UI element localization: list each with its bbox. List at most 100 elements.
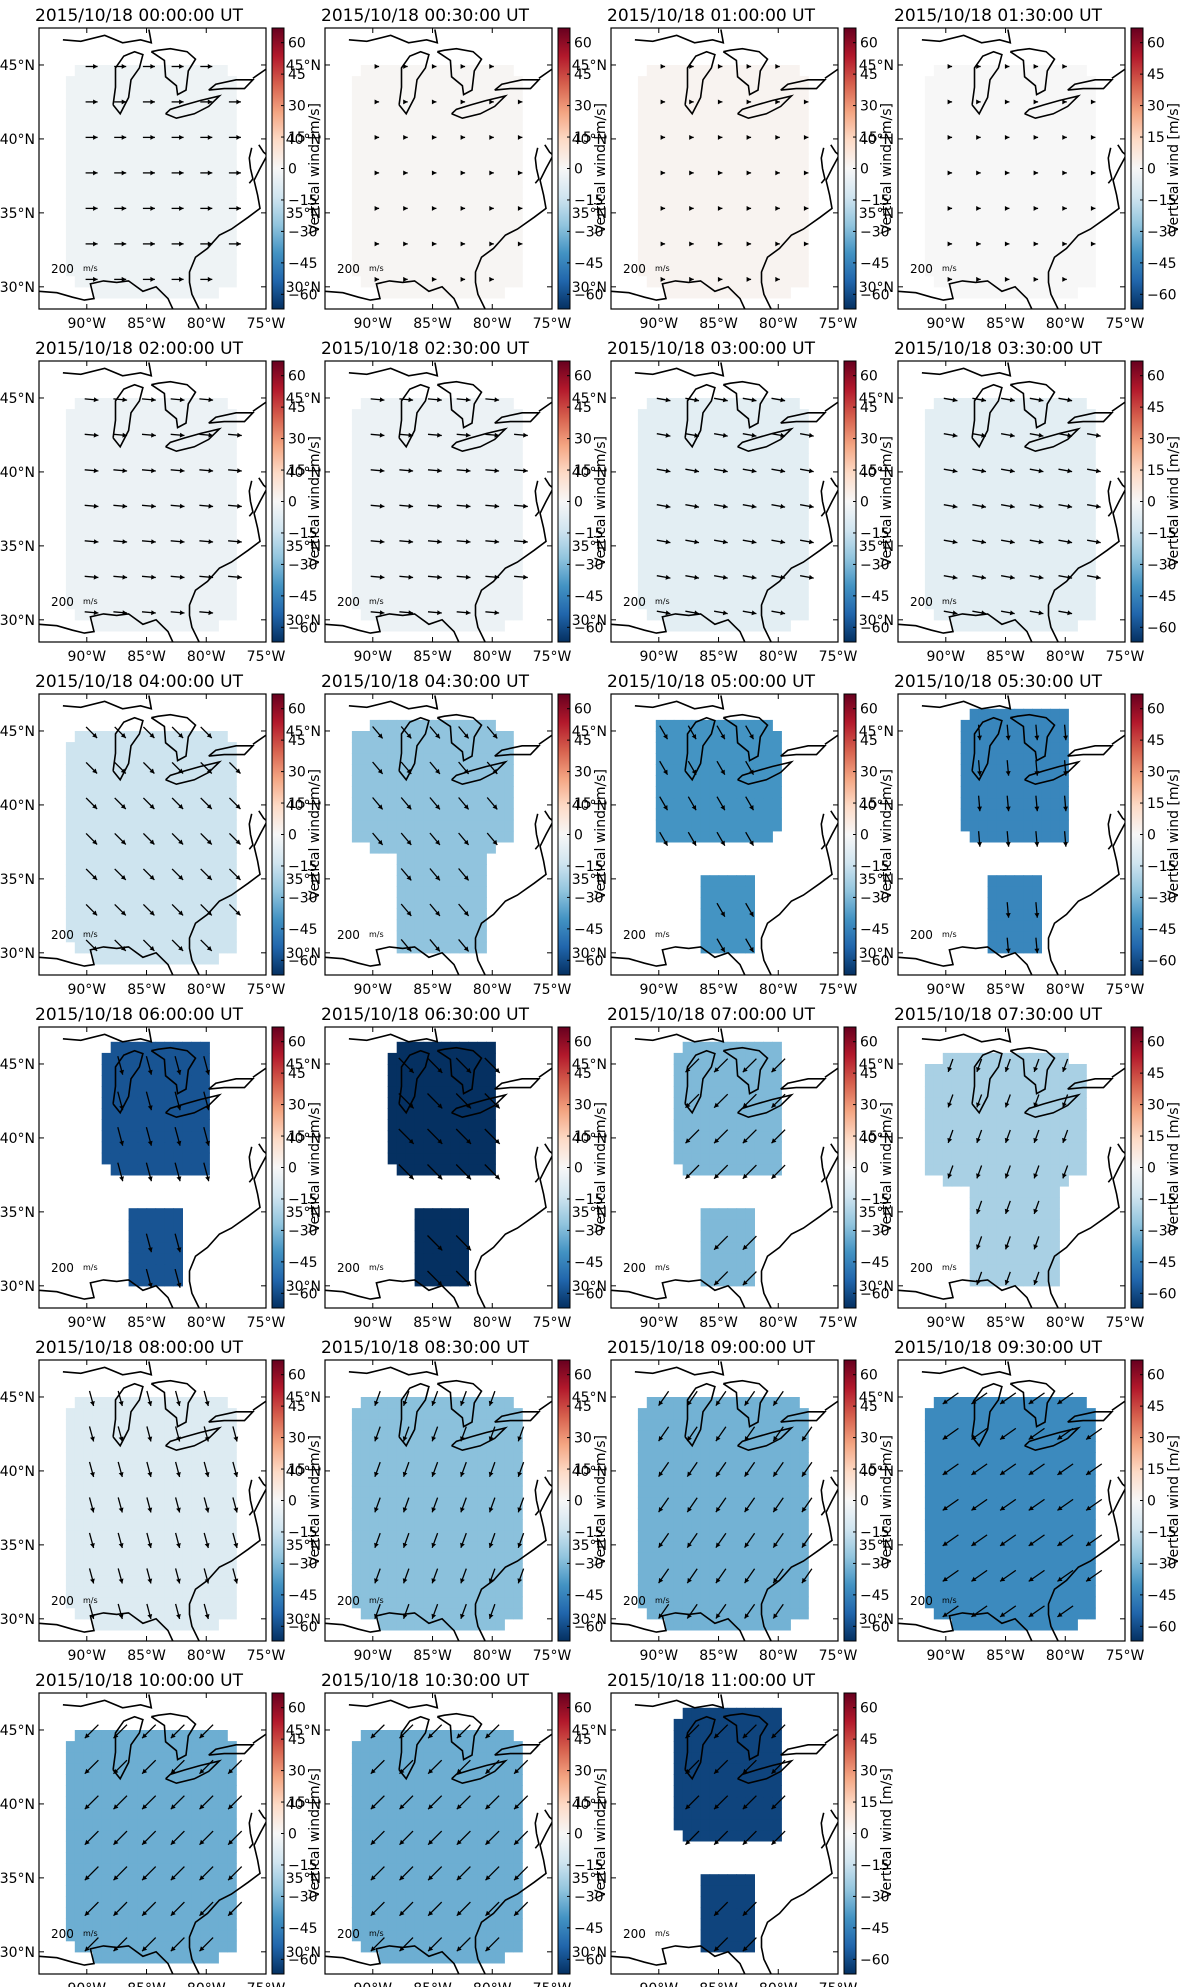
heatmap-cell [700, 275, 711, 288]
heatmap-cell [682, 486, 693, 499]
heatmap-cell [83, 586, 94, 599]
heatmap-cell [1086, 420, 1096, 432]
heatmap-cell [227, 919, 237, 932]
heatmap-cell [1023, 253, 1033, 266]
heatmap-cell [924, 486, 935, 499]
heatmap-cell [182, 220, 192, 232]
heatmap-cell [351, 242, 362, 255]
heatmap-cell [727, 209, 738, 221]
heatmap-cell [164, 542, 174, 554]
heatmap-cell [65, 409, 76, 421]
heatmap-cell [450, 830, 460, 843]
heatmap-cell [92, 231, 103, 244]
heatmap-cell [92, 98, 103, 110]
heatmap-cell [146, 575, 157, 588]
heatmap-cell [351, 597, 362, 610]
wind-arrow-head [981, 432, 986, 438]
heatmap-cell [664, 76, 675, 88]
colorbar-tick-label: −60 [288, 620, 318, 636]
heatmap-cell [182, 875, 192, 887]
heatmap-cell [378, 431, 389, 443]
heatmap-cell [673, 153, 684, 166]
heatmap-cell [423, 131, 434, 144]
heatmap-cell [146, 198, 157, 210]
heatmap-cell [450, 286, 460, 299]
heatmap-cell [495, 775, 505, 787]
heatmap-cell [227, 153, 237, 166]
wind-arrow-head [379, 503, 385, 509]
wind-arrow-head [463, 910, 469, 916]
heatmap-cell [664, 242, 675, 255]
heatmap-cell [128, 187, 139, 199]
heatmap-cell [637, 242, 648, 255]
heatmap-cell [92, 65, 103, 77]
heatmap-cell [83, 753, 94, 765]
wind-arrow-head [722, 574, 728, 580]
heatmap-cell [790, 264, 800, 277]
heatmap-cell [459, 919, 469, 932]
heatmap-cell [441, 897, 452, 910]
heatmap-cell [933, 153, 944, 166]
wind-arrow-head [1038, 397, 1044, 403]
heatmap-cell [173, 120, 183, 133]
heatmap-cell [387, 442, 398, 454]
heatmap-cell [673, 142, 684, 155]
wind-arrow-head [377, 733, 383, 739]
heatmap-cell [441, 209, 452, 221]
heatmap-cell [799, 109, 809, 121]
heatmap-cell [486, 175, 496, 188]
colorbar-label: Vertical wind [m/s] [593, 769, 609, 900]
heatmap-cell [200, 164, 210, 177]
wind-arrow-head [808, 432, 814, 438]
wind-arrow-head [660, 170, 666, 176]
coastline [39, 280, 174, 309]
heatmap-cell [513, 87, 523, 99]
heatmap-cell [173, 941, 183, 954]
lon-tick-label: 85°W [127, 316, 166, 332]
heatmap-cell [92, 286, 103, 299]
coastline [538, 68, 552, 79]
heatmap-cell [1023, 608, 1033, 621]
heatmap-cell [119, 875, 130, 887]
wind-arrow-head [120, 946, 126, 951]
wind-arrow-head [237, 539, 242, 545]
heatmap-cell [486, 497, 496, 510]
wind-arrow-head [207, 276, 213, 282]
coastline [436, 47, 483, 96]
heatmap-cell [978, 542, 989, 554]
heatmap-cell [1014, 464, 1025, 477]
heatmap-cell [987, 164, 998, 177]
heatmap-cell [396, 564, 407, 577]
heatmap-cell [164, 253, 174, 266]
colorbar-label: Vertical wind [m/s] [593, 103, 609, 234]
heatmap-cell [396, 120, 407, 133]
wind-arrow-head [179, 468, 185, 474]
heatmap-cell [405, 264, 416, 277]
heatmap-cell [110, 98, 121, 110]
heatmap-cell [155, 486, 166, 499]
heatmap-cell [1023, 508, 1033, 521]
heatmap-cell [637, 431, 648, 443]
coastline [611, 613, 746, 642]
heatmap-cell [772, 542, 782, 554]
heatmap-cell [1050, 431, 1060, 443]
heatmap-cell [146, 753, 157, 765]
heatmap-cell [1077, 253, 1087, 266]
heatmap-cell [369, 131, 380, 144]
heatmap-cell [655, 542, 666, 554]
heatmap-cell [450, 742, 460, 754]
wind-arrow-head [746, 64, 752, 69]
heatmap-cell [745, 175, 755, 188]
heatmap-cell [441, 142, 452, 155]
lon-tick-label: 90°W [926, 316, 965, 332]
lat-tick-label: 40°N [572, 132, 607, 148]
heatmap-cell [960, 442, 971, 454]
heatmap-cell [951, 242, 962, 255]
heatmap-cell [781, 531, 791, 543]
heatmap-cell [92, 797, 103, 810]
heatmap-cell [691, 508, 702, 521]
coastline [436, 380, 483, 429]
heatmap-cell [655, 109, 666, 121]
heatmap-cell [155, 775, 166, 787]
